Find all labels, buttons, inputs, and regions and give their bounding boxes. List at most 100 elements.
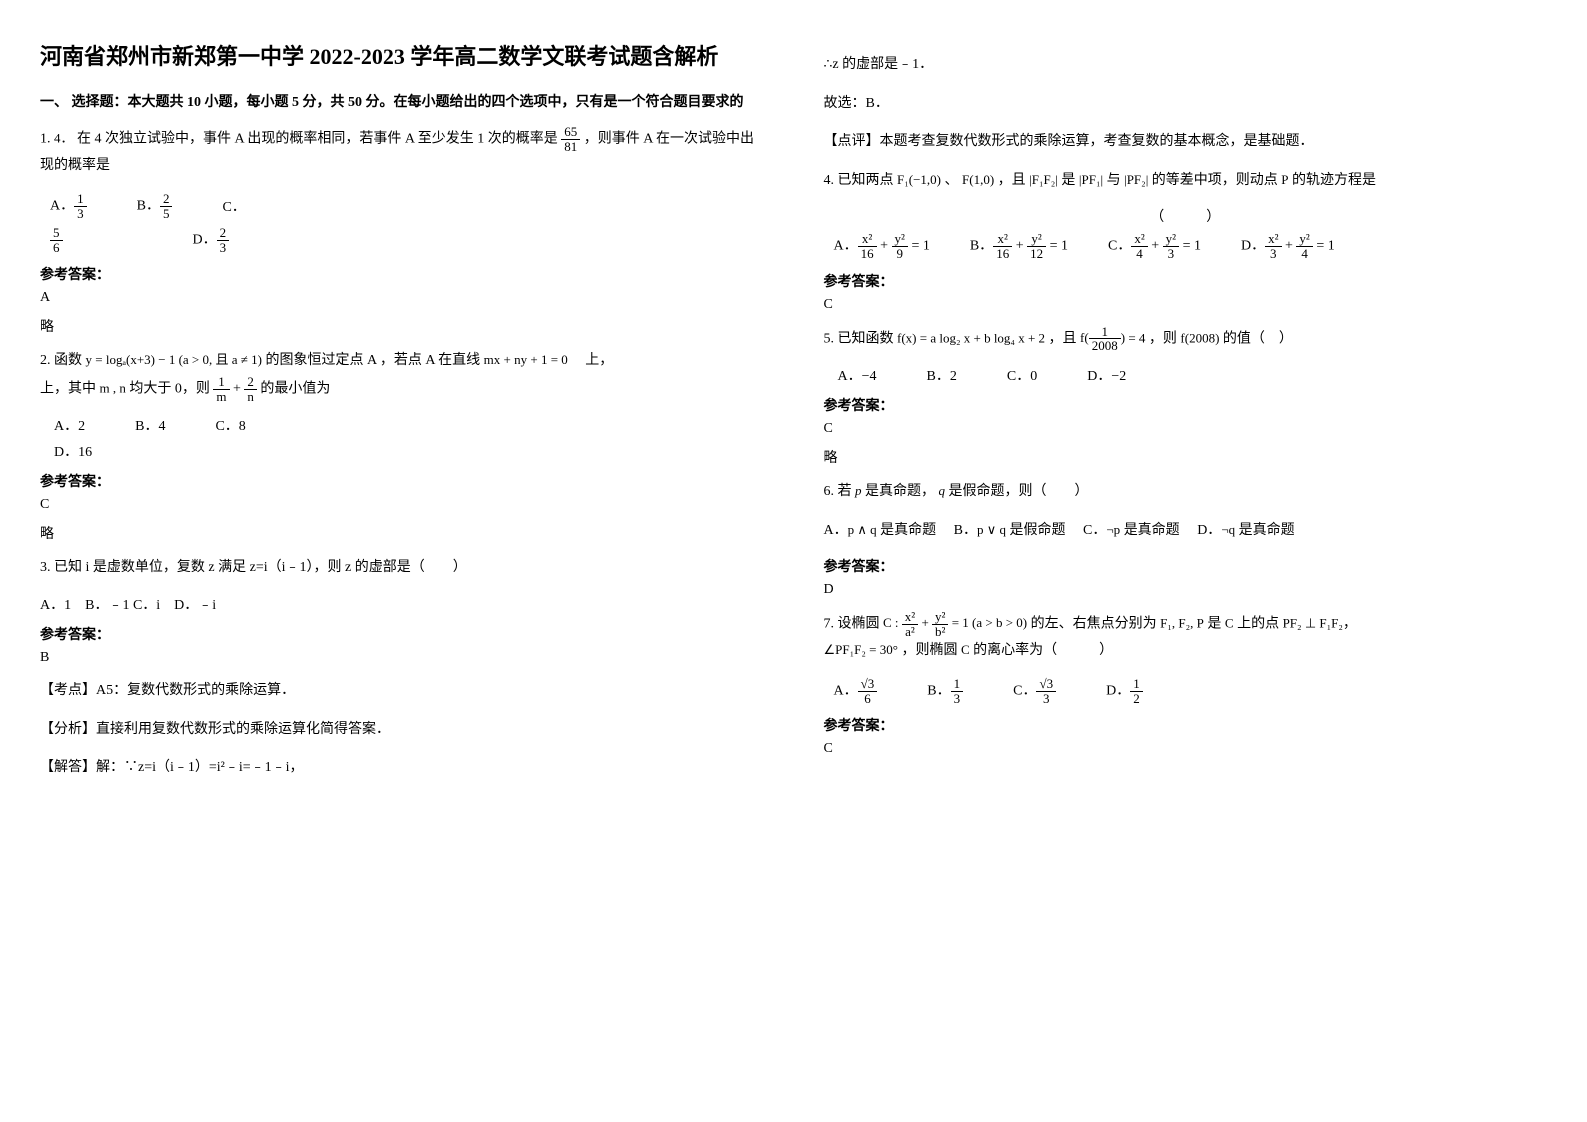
question-6: 6. 若 p 是真命题， q 是假命题，则（ ） bbox=[824, 479, 1548, 506]
q2-line: mx + ny + 1 = 0 bbox=[484, 352, 568, 367]
question-4: 4. 已知两点 F₁(−1,0) 、 F(1,0) ，且 |F₁F₂| 是 |P… bbox=[824, 168, 1548, 195]
q5-ans-label: 参考答案： bbox=[824, 395, 1548, 415]
q6-A: A． bbox=[824, 523, 848, 538]
question-1: 1. 4． 在 4 次独立试验中，事件 A 出现的概率相同，若事件 A 至少发生… bbox=[40, 125, 764, 180]
q1-pre: 4． bbox=[54, 130, 74, 145]
q4-B-xn: x² bbox=[993, 232, 1012, 247]
page-title: 河南省郑州市新郑第一中学 2022-2023 学年高二数学文联考试题含解析 bbox=[40, 40, 764, 73]
q4-optD: D．x²3 + y²4 = 1 bbox=[1241, 232, 1335, 260]
q4-mid: |F₁F₂| bbox=[1029, 172, 1058, 187]
q7-D-d: 2 bbox=[1130, 692, 1143, 706]
q2-sum-a: 1 bbox=[213, 375, 229, 390]
q6-B2: 是假命题 bbox=[1010, 523, 1080, 538]
q5-optA: A．−4 bbox=[838, 365, 877, 385]
q3-k1: 【考点】A5：复数代数形式的乘除运算． bbox=[40, 678, 764, 705]
section-heading: 一、 选择题：本大题共 10 小题，每小题 5 分，共 50 分。在每小题给出的… bbox=[40, 91, 764, 111]
q5-num: 5. bbox=[824, 331, 835, 346]
q2-text1: 函数 bbox=[54, 353, 82, 368]
q5-text1: 已知函数 bbox=[838, 331, 894, 346]
q4-A-yn: y² bbox=[892, 232, 908, 247]
q3-options: A．1 B．﹣1 C．i D．﹣i bbox=[40, 594, 764, 614]
q6-text2: 是真命题， bbox=[865, 484, 935, 499]
q7-ans: C bbox=[824, 741, 1548, 757]
q1-num: 1. bbox=[40, 131, 51, 146]
q1-options2: 56 D．23 bbox=[50, 226, 764, 254]
q6-C: C． bbox=[1083, 523, 1106, 538]
q6-C2: 是真命题 bbox=[1124, 523, 1194, 538]
q1-A-n: 1 bbox=[74, 192, 87, 207]
q4-F1: F₁(−1,0) bbox=[897, 172, 941, 187]
q4-F2: F(1,0) bbox=[962, 172, 994, 187]
q6-A2: 是真命题 bbox=[880, 523, 950, 538]
q4-C-l: C． bbox=[1108, 239, 1131, 254]
q4-text1: 已知两点 bbox=[838, 173, 894, 188]
q5-options: A．−4 B．2 C．0 D．−2 bbox=[838, 365, 1548, 385]
q1-C-n: 5 bbox=[50, 226, 63, 241]
q1-ans2: 略 bbox=[40, 316, 764, 336]
q3-k2: 【分析】直接利用复数代数形式的乘除运算化简得答案． bbox=[40, 717, 764, 744]
q2-optA: A．2 bbox=[54, 415, 85, 435]
q7-text1: 设椭圆 bbox=[838, 616, 880, 631]
q4-C-yd: 3 bbox=[1163, 247, 1179, 261]
q7-C2: C bbox=[961, 642, 970, 657]
r-top2: 故选：B． bbox=[824, 91, 1548, 118]
q1-ans: A bbox=[40, 290, 764, 306]
question-3: 3. 已知 i 是虚数单位，复数 z 满足 z=i（i﹣1），则 z 的虚部是（… bbox=[40, 555, 764, 582]
q7-Cl: C : bbox=[883, 615, 902, 630]
q4-B-yd: 12 bbox=[1027, 247, 1046, 261]
q6-q: q bbox=[939, 483, 946, 498]
q7-C-n: √3 bbox=[1036, 677, 1056, 692]
q5-ans: C bbox=[824, 421, 1548, 437]
q7-num: 7. bbox=[824, 616, 835, 631]
q3-ans-label: 参考答案： bbox=[40, 624, 764, 644]
q4-text5: 的等差中项，则动点 bbox=[1152, 173, 1278, 188]
q2-ans-label: 参考答案： bbox=[40, 471, 764, 491]
q4-C-xd: 4 bbox=[1131, 247, 1147, 261]
q6-B: B． bbox=[954, 523, 977, 538]
q4-A-xd: 16 bbox=[858, 247, 877, 261]
q7-a2: a² bbox=[902, 625, 918, 639]
r-top1: ∴z 的虚部是﹣1． bbox=[824, 52, 1548, 79]
q4-A-l: A． bbox=[834, 239, 858, 254]
q7-C: C bbox=[1225, 615, 1234, 630]
q1-optD: D．23 bbox=[193, 226, 230, 254]
q5-fv-d: 2008 bbox=[1089, 339, 1121, 353]
q1-B-d: 5 bbox=[160, 207, 173, 221]
q7-text3: 是 bbox=[1207, 616, 1221, 631]
q6-ans-label: 参考答案： bbox=[824, 556, 1548, 576]
q5-fq: f(2008) bbox=[1180, 330, 1219, 345]
q4-A-xn: x² bbox=[858, 232, 877, 247]
q7-optC: C．√33 bbox=[1013, 677, 1056, 705]
q6-Ct: ¬p bbox=[1106, 522, 1120, 537]
q5-ans2: 略 bbox=[824, 447, 1548, 467]
q4-ans-label: 参考答案： bbox=[824, 271, 1548, 291]
q1-C-d: 6 bbox=[50, 241, 63, 255]
q5-fv-eq: = 4 bbox=[1125, 330, 1145, 345]
q6-ans: D bbox=[824, 582, 1548, 598]
q4-b: |PF₂| bbox=[1124, 172, 1148, 187]
q2-text5: 的最小值为 bbox=[260, 381, 330, 396]
q4-D-yn: y² bbox=[1296, 232, 1312, 247]
q4-C-yn: y² bbox=[1163, 232, 1179, 247]
q4-optA: A．x²16 + y²9 = 1 bbox=[834, 232, 930, 260]
q4-text2: ，且 bbox=[998, 173, 1026, 188]
q1-optC: C． bbox=[222, 196, 245, 216]
q1-text1: 在 4 次独立试验中，事件 A 出现的概率相同，若事件 A 至少发生 1 次的概… bbox=[77, 131, 558, 146]
q6-num: 6. bbox=[824, 484, 835, 499]
q1-options: A．13 B．25 C． bbox=[50, 192, 764, 220]
q2-optD: D．16 bbox=[54, 441, 764, 461]
q7-text6: 的离心率为（ ） bbox=[973, 643, 1113, 658]
q5-optD: D．−2 bbox=[1087, 365, 1126, 385]
q6-text1: 若 bbox=[838, 484, 852, 499]
q1-B-n: 2 bbox=[160, 192, 173, 207]
q2-sum: 1m + 2n bbox=[213, 375, 257, 403]
q5-text4: 的值（ ） bbox=[1223, 331, 1293, 346]
q4-text4: 与 bbox=[1107, 173, 1121, 188]
q7-ans-label: 参考答案： bbox=[824, 715, 1548, 735]
q2-text3: 上，其中 bbox=[40, 381, 96, 396]
q1-D-d: 3 bbox=[217, 241, 230, 255]
q6-text3: 是假命题，则（ ） bbox=[949, 484, 1089, 499]
q4-D-xd: 3 bbox=[1265, 247, 1281, 261]
q7-text2: 的左、右焦点分别为 bbox=[1031, 616, 1157, 631]
r-top3: 【点评】本题考查复数代数形式的乘除运算，考查复数的基本概念，是基础题． bbox=[824, 129, 1548, 156]
